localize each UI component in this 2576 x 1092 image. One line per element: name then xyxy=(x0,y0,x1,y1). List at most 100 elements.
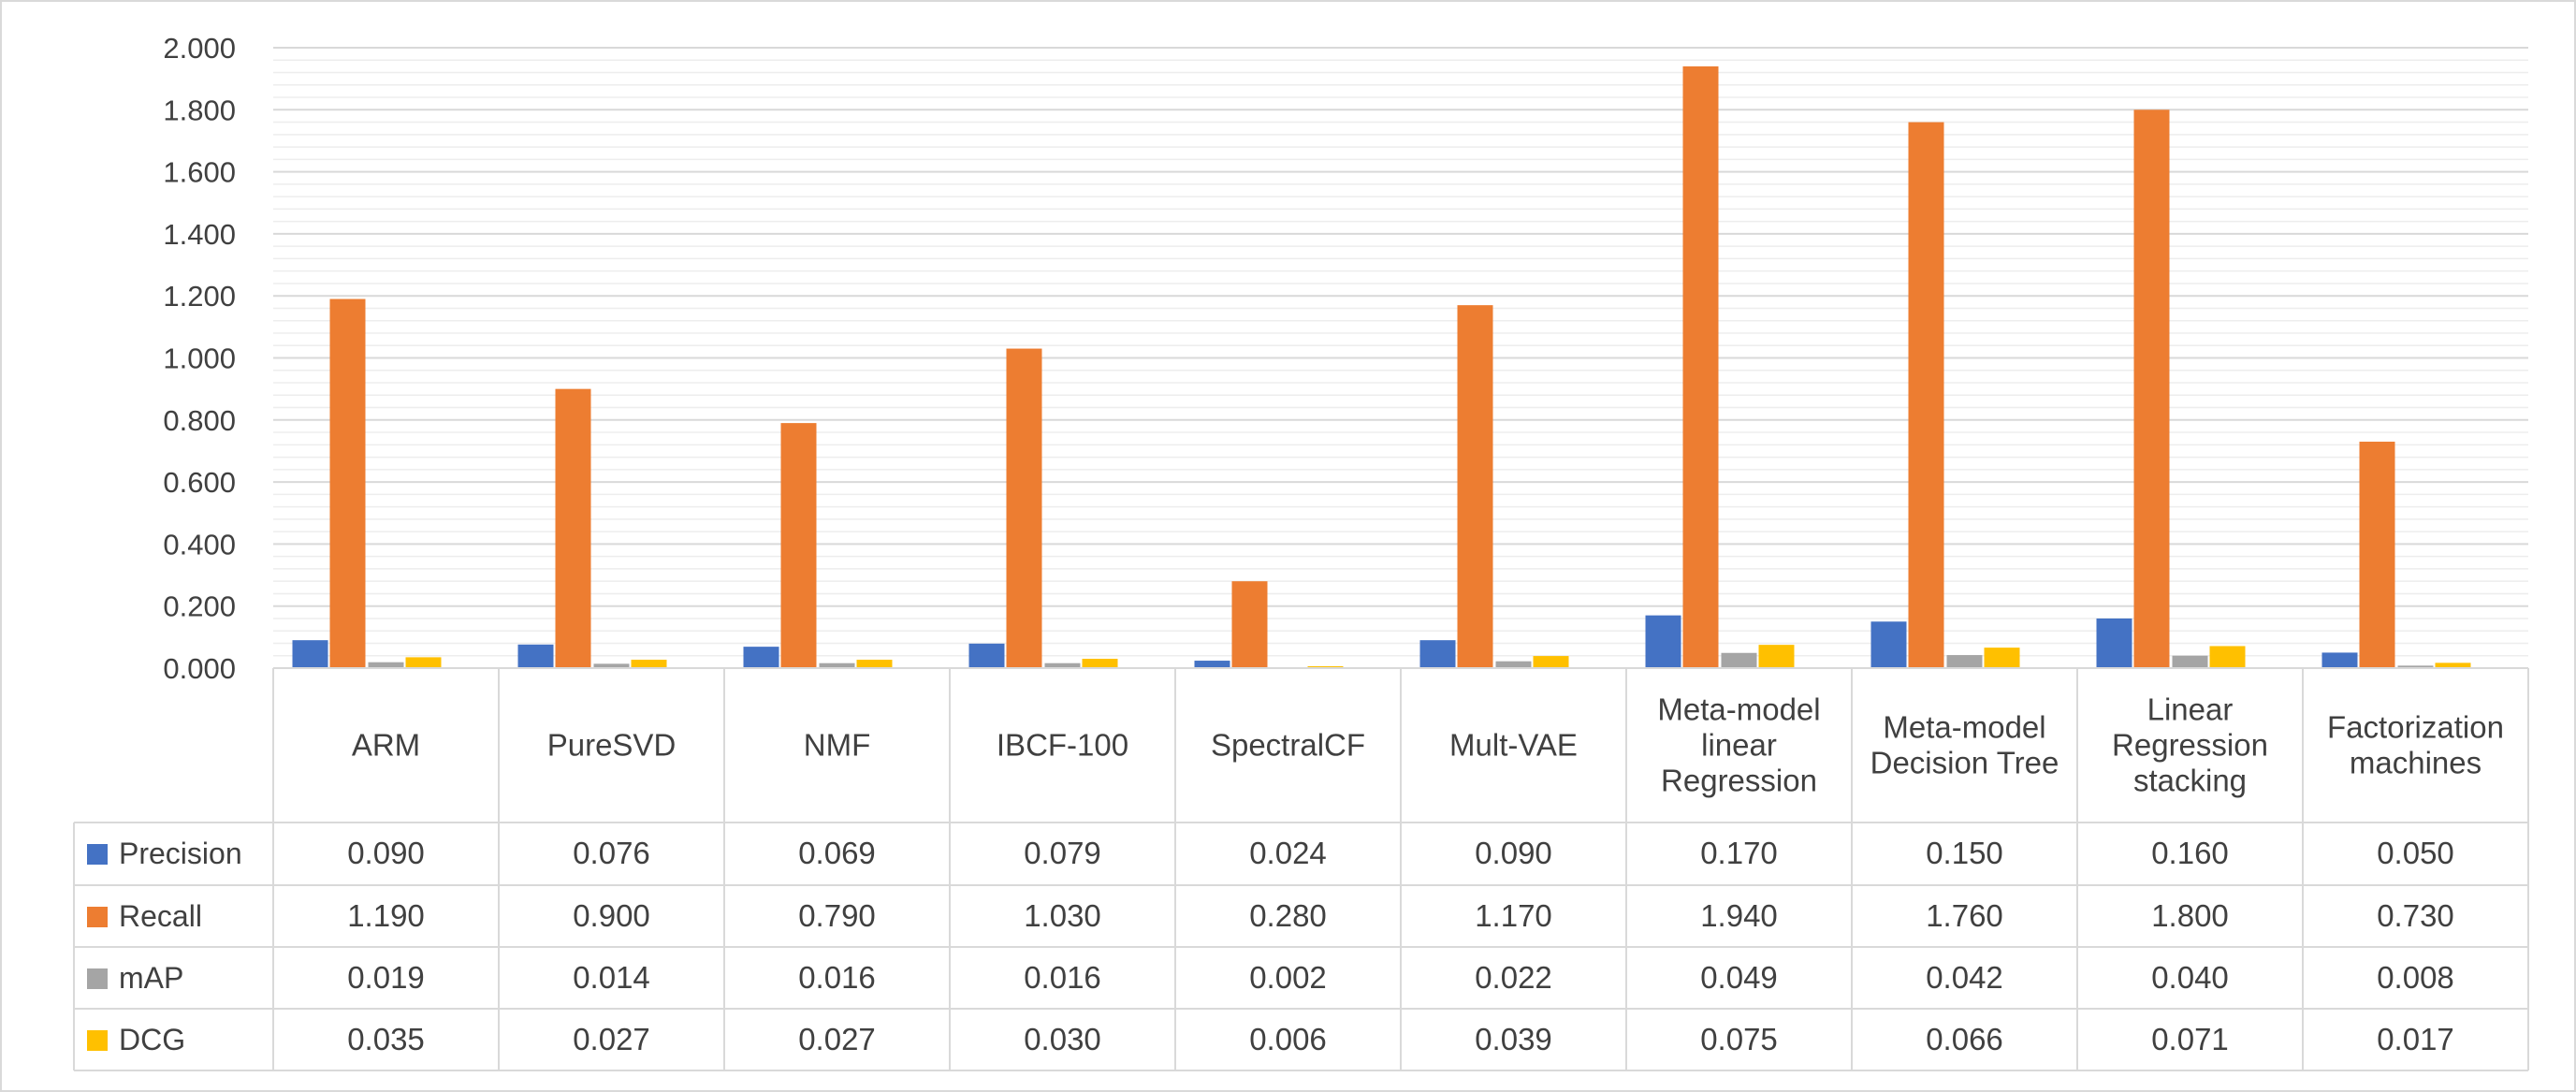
data-table-value: 0.014 xyxy=(573,960,650,995)
category-label-line: Mult-VAE xyxy=(1449,728,1578,763)
data-table-value: 0.075 xyxy=(1700,1022,1778,1056)
legend-label: DCG xyxy=(119,1023,185,1056)
bar-precision xyxy=(1645,615,1681,668)
data-table-value: 1.030 xyxy=(1024,898,1101,933)
data-table-value: 0.050 xyxy=(2377,836,2454,870)
data-table-value: 0.066 xyxy=(1926,1022,2003,1056)
data-table-value: 0.069 xyxy=(798,836,876,870)
legend-key-recall xyxy=(87,907,108,927)
data-table-value: 0.024 xyxy=(1249,836,1327,870)
y-tick-label: 0.600 xyxy=(163,466,236,499)
bar-dcg xyxy=(405,657,442,668)
bar-precision xyxy=(292,640,328,668)
category-label-line: NMF xyxy=(804,728,870,763)
data-table-value: 0.006 xyxy=(1249,1022,1327,1056)
legend-label: mAP xyxy=(119,961,183,995)
bar-recall xyxy=(1006,348,1042,668)
bar-precision xyxy=(1419,640,1456,668)
data-table-value: 0.008 xyxy=(2377,960,2454,995)
data-table-value: 1.760 xyxy=(1926,898,2003,933)
y-tick-label: 1.400 xyxy=(163,218,236,251)
data-table-value: 0.280 xyxy=(1249,898,1327,933)
bar-dcg xyxy=(1758,645,1795,668)
bar-map xyxy=(1946,655,1983,668)
category-label-line: PureSVD xyxy=(547,728,677,763)
bar-map xyxy=(1044,662,1081,668)
data-table-value: 0.016 xyxy=(1024,960,1101,995)
data-table-value: 0.030 xyxy=(1024,1022,1101,1056)
bar-dcg xyxy=(631,660,667,668)
data-table-value: 0.090 xyxy=(1475,836,1552,870)
bar-dcg xyxy=(1984,648,2020,668)
y-tick-label: 0.800 xyxy=(163,404,236,437)
category-label-line: SpectralCF xyxy=(1211,728,1365,763)
category-label-line: Linear xyxy=(2147,692,2234,727)
legend-key-dcg xyxy=(87,1030,108,1051)
bar-precision xyxy=(517,644,554,668)
data-table-value: 1.170 xyxy=(1475,898,1552,933)
data-table-value: 1.190 xyxy=(347,898,425,933)
bar-precision xyxy=(968,643,1005,668)
data-table-value: 0.049 xyxy=(1700,960,1778,995)
category-label-line: Meta-model xyxy=(1657,692,1820,727)
data-table-value: 0.019 xyxy=(347,960,425,995)
category-label: Linear Regression stacking xyxy=(2112,692,2268,798)
bar-dcg xyxy=(856,660,893,668)
data-table-value: 0.150 xyxy=(1926,836,2003,870)
category-label: PureSVD xyxy=(547,728,677,763)
bar-map xyxy=(2172,655,2208,668)
data-table-value: 0.042 xyxy=(1926,960,2003,995)
bar-map xyxy=(593,663,630,668)
data-table-value: 0.170 xyxy=(1700,836,1778,870)
category-label-line: linear xyxy=(1701,728,1777,763)
y-tick-label: 0.000 xyxy=(163,652,236,685)
data-table-value: 0.017 xyxy=(2377,1022,2454,1056)
bar-precision xyxy=(2096,618,2132,668)
bar-recall xyxy=(780,423,817,668)
data-table-value: 0.022 xyxy=(1475,960,1552,995)
category-label-line: Regression xyxy=(1661,764,1817,798)
data-table-value: 0.090 xyxy=(347,836,425,870)
bar-map xyxy=(1495,661,1532,668)
legend-key-precision xyxy=(87,844,108,865)
bar-precision xyxy=(743,647,779,668)
y-tick-label: 0.400 xyxy=(163,528,236,561)
y-tick-label: 0.200 xyxy=(163,590,236,623)
data-table-value: 0.079 xyxy=(1024,836,1101,870)
bar-recall xyxy=(329,298,366,668)
data-table-value: 0.002 xyxy=(1249,960,1327,995)
category-label: SpectralCF xyxy=(1211,728,1365,763)
category-label-line: Decision Tree xyxy=(1870,746,2059,780)
data-table-value: 0.730 xyxy=(2377,898,2454,933)
category-label: Meta-model Decision Tree xyxy=(1870,710,2059,780)
data-table-value: 1.940 xyxy=(1700,898,1778,933)
data-table-value: 0.040 xyxy=(2151,960,2229,995)
legend-key-map xyxy=(87,968,108,989)
data-table-value: 0.076 xyxy=(573,836,650,870)
bar-precision xyxy=(2321,652,2358,668)
bar-precision xyxy=(1870,621,1907,668)
bar-recall xyxy=(1231,581,1268,668)
data-table-value: 0.035 xyxy=(347,1022,425,1056)
bar-recall xyxy=(2359,442,2395,668)
bar-dcg xyxy=(1533,656,1569,668)
data-table-value: 0.016 xyxy=(798,960,876,995)
bar-map xyxy=(1721,652,1757,668)
bar-precision xyxy=(1194,661,1230,668)
category-label: Mult-VAE xyxy=(1449,728,1578,763)
bar-map xyxy=(368,662,404,668)
category-label: ARM xyxy=(352,728,420,763)
bar-dcg xyxy=(2435,662,2471,668)
bar-dcg xyxy=(1082,659,1118,668)
data-table-value: 0.039 xyxy=(1475,1022,1552,1056)
bar-recall xyxy=(555,388,591,668)
bar-map xyxy=(2397,665,2434,668)
category-label: Factorization machines xyxy=(2327,710,2504,780)
legend-label: Recall xyxy=(119,899,202,933)
bar-map xyxy=(819,662,855,668)
category-label-line: IBCF-100 xyxy=(997,728,1128,763)
data-table-value: 0.071 xyxy=(2151,1022,2229,1056)
